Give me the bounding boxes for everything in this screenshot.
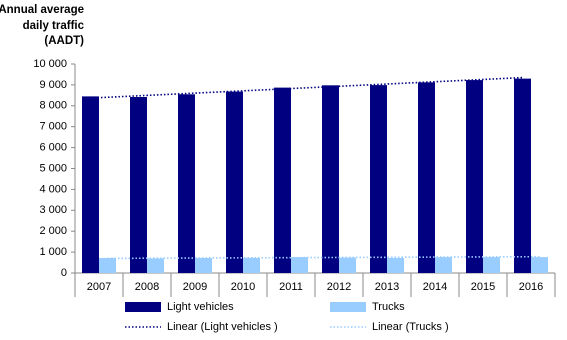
legend-label: Linear (Light vehicles ) bbox=[167, 321, 278, 333]
y-tick-label: 8 000 bbox=[39, 100, 67, 112]
legend-swatch bbox=[125, 302, 161, 312]
y-tick-label: 0 bbox=[61, 267, 67, 279]
bar bbox=[178, 94, 195, 274]
bar bbox=[130, 97, 147, 273]
bar bbox=[322, 85, 339, 274]
x-tick-label: 2009 bbox=[183, 281, 207, 293]
bar bbox=[291, 257, 308, 273]
bar bbox=[274, 87, 291, 273]
bar bbox=[514, 78, 531, 273]
x-tick-label: 2008 bbox=[135, 281, 159, 293]
y-tick-label: 3 000 bbox=[39, 204, 67, 216]
y-tick-label: 10 000 bbox=[33, 58, 67, 70]
bar bbox=[483, 257, 500, 273]
y-axis-label: Annual average bbox=[0, 4, 84, 16]
y-tick-label: 6 000 bbox=[39, 142, 67, 154]
bar bbox=[387, 257, 404, 273]
y-tick-label: 4 000 bbox=[39, 183, 67, 195]
bar bbox=[226, 91, 243, 273]
legend-label: Linear (Trucks ) bbox=[372, 321, 449, 333]
bar bbox=[195, 257, 212, 273]
y-tick-label: 7 000 bbox=[39, 121, 67, 133]
x-tick-label: 2013 bbox=[375, 281, 399, 293]
legend-label: Trucks bbox=[372, 301, 405, 313]
x-tick-label: 2015 bbox=[471, 281, 495, 293]
bar bbox=[370, 85, 387, 273]
y-tick-label: 9 000 bbox=[39, 79, 67, 91]
legend-swatch bbox=[330, 302, 366, 312]
bar bbox=[339, 257, 356, 273]
legend-label: Light vehicles bbox=[167, 301, 234, 313]
y-tick-label: 2 000 bbox=[39, 225, 67, 237]
y-axis-label: daily traffic bbox=[23, 20, 85, 32]
bar bbox=[466, 80, 483, 273]
bar bbox=[82, 96, 99, 274]
bar bbox=[243, 257, 260, 273]
x-tick-label: 2010 bbox=[231, 281, 255, 293]
y-tick-label: 5 000 bbox=[39, 162, 67, 174]
bar bbox=[531, 257, 548, 273]
x-tick-label: 2012 bbox=[327, 281, 351, 293]
bar bbox=[418, 82, 435, 273]
bar bbox=[147, 258, 164, 273]
x-tick-label: 2016 bbox=[519, 281, 543, 293]
trend-line bbox=[90, 76, 523, 99]
bar bbox=[99, 257, 116, 273]
x-tick-label: 2011 bbox=[279, 281, 303, 293]
x-tick-label: 2014 bbox=[423, 281, 447, 293]
x-tick-label: 2007 bbox=[87, 281, 111, 293]
bar bbox=[435, 257, 452, 273]
y-tick-label: 1 000 bbox=[39, 246, 67, 258]
y-axis-label: (AADT) bbox=[44, 35, 84, 47]
